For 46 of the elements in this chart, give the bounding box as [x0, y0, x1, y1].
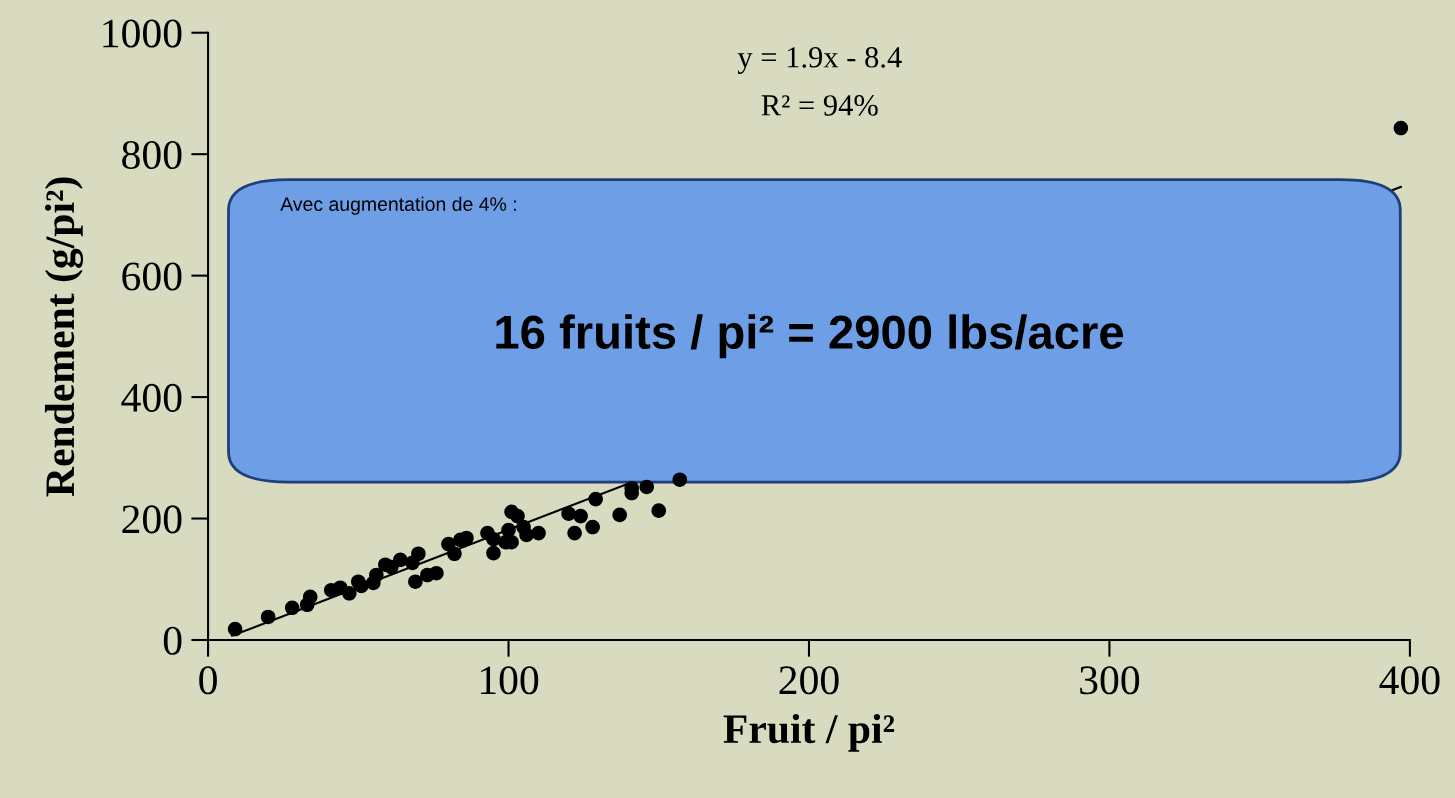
y-tick-label: 200: [122, 505, 182, 534]
point: [531, 525, 546, 541]
x-tick-label: 200: [779, 666, 839, 695]
x-tick-label: 0: [199, 666, 217, 695]
annotation: 16 fruits / pi² = 2900 lbs/acre: [496, 314, 1124, 359]
point: [227, 621, 243, 637]
y-axis-title: Rendement (g/pi²): [44, 177, 84, 497]
point: [672, 472, 688, 487]
point: [447, 546, 462, 562]
point: [588, 491, 603, 507]
point: [573, 508, 588, 524]
point: [393, 552, 408, 568]
y-tick-label: 1000: [103, 19, 182, 48]
point: [486, 531, 501, 547]
point: [510, 508, 525, 524]
point: [260, 609, 276, 625]
annotation: y = 1.9x - 8.4: [737, 46, 902, 74]
point: [342, 585, 357, 601]
y-tick-label: 600: [122, 262, 182, 291]
annotation: Avec augmentation de 4% :: [280, 196, 516, 215]
point: [561, 506, 576, 521]
point: [567, 525, 582, 541]
point: [519, 527, 534, 543]
x-tick-label: 100: [480, 666, 539, 695]
point: [1393, 120, 1409, 136]
point: [459, 530, 474, 546]
point: [612, 507, 627, 523]
point: [429, 565, 444, 581]
point: [585, 519, 600, 535]
point: [369, 567, 384, 583]
point: [411, 546, 426, 562]
annotation: R² = 94%: [761, 95, 878, 116]
y-tick-label: 800: [122, 140, 182, 170]
y-tick-label: 0: [163, 626, 182, 655]
x-tick-label: 400: [1379, 666, 1440, 695]
x-axis-title: Fruit / pi²: [723, 713, 895, 752]
point: [651, 503, 667, 518]
point: [284, 600, 300, 616]
point: [302, 589, 318, 605]
point: [354, 578, 369, 594]
point: [408, 574, 423, 589]
y-tick-label: 400: [121, 383, 182, 412]
point: [501, 522, 516, 538]
point: [639, 479, 655, 495]
x-tick-label: 300: [1080, 666, 1140, 695]
point: [486, 545, 501, 561]
